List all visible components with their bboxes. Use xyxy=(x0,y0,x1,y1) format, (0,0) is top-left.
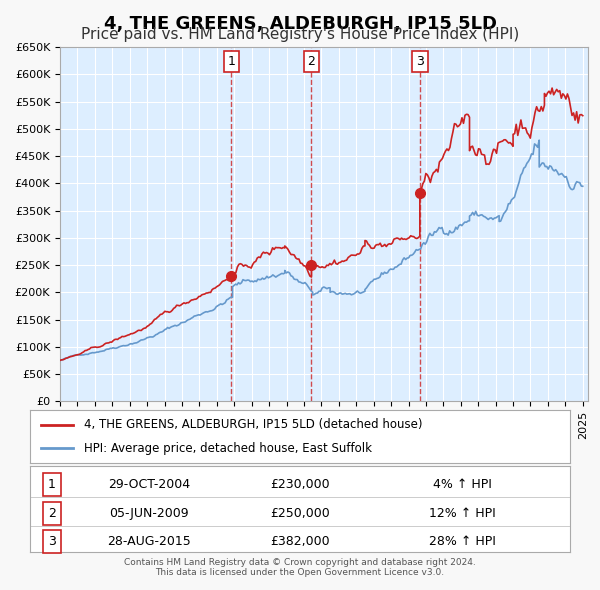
Text: 3: 3 xyxy=(416,55,424,68)
Text: 3: 3 xyxy=(47,535,56,548)
Text: 4% ↑ HPI: 4% ↑ HPI xyxy=(433,478,491,491)
Text: 2: 2 xyxy=(47,507,56,520)
Text: £382,000: £382,000 xyxy=(270,535,330,548)
Text: 28-AUG-2015: 28-AUG-2015 xyxy=(107,535,191,548)
Text: 1: 1 xyxy=(47,478,56,491)
Text: 4, THE GREENS, ALDEBURGH, IP15 5LD: 4, THE GREENS, ALDEBURGH, IP15 5LD xyxy=(104,15,497,33)
Text: 2: 2 xyxy=(307,55,316,68)
Text: £250,000: £250,000 xyxy=(270,507,330,520)
Text: 05-JUN-2009: 05-JUN-2009 xyxy=(109,507,188,520)
Text: Contains HM Land Registry data © Crown copyright and database right 2024.
This d: Contains HM Land Registry data © Crown c… xyxy=(124,558,476,577)
Text: 4, THE GREENS, ALDEBURGH, IP15 5LD (detached house): 4, THE GREENS, ALDEBURGH, IP15 5LD (deta… xyxy=(84,418,422,431)
Text: 29-OCT-2004: 29-OCT-2004 xyxy=(108,478,190,491)
Text: 28% ↑ HPI: 28% ↑ HPI xyxy=(428,535,496,548)
Text: £230,000: £230,000 xyxy=(270,478,330,491)
Text: Price paid vs. HM Land Registry's House Price Index (HPI): Price paid vs. HM Land Registry's House … xyxy=(81,27,519,41)
Text: HPI: Average price, detached house, East Suffolk: HPI: Average price, detached house, East… xyxy=(84,442,372,455)
Text: 12% ↑ HPI: 12% ↑ HPI xyxy=(428,507,496,520)
Text: 1: 1 xyxy=(227,55,235,68)
